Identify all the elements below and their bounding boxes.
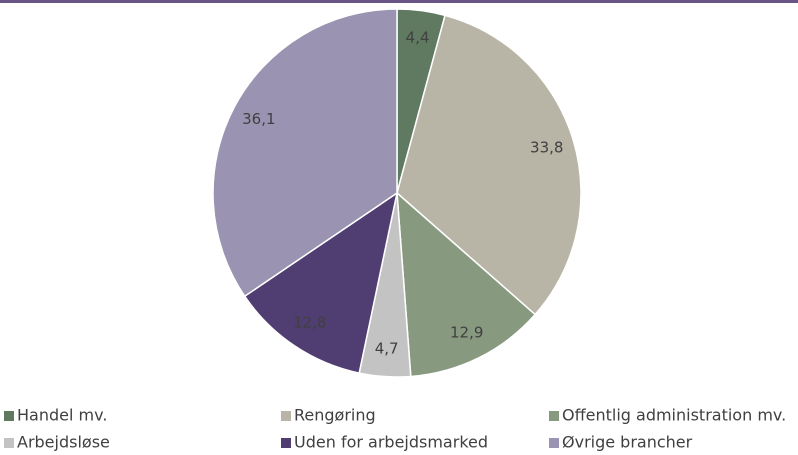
legend-swatch bbox=[4, 411, 14, 421]
legend-swatch bbox=[549, 411, 559, 421]
data-label: 12,9 bbox=[450, 323, 483, 341]
data-label: 33,8 bbox=[530, 138, 563, 156]
data-label: 4,7 bbox=[375, 340, 399, 358]
data-label: 36,1 bbox=[242, 110, 275, 128]
legend-swatch bbox=[281, 411, 291, 421]
legend-swatch bbox=[4, 438, 14, 448]
legend-label: Handel mv. bbox=[17, 406, 107, 425]
top-border bbox=[0, 0, 798, 3]
pie-slice bbox=[243, 191, 399, 374]
legend-swatch bbox=[281, 438, 291, 448]
data-label: 4,4 bbox=[406, 28, 430, 46]
legend-label: Arbejdsløse bbox=[17, 433, 110, 452]
legend-label: Rengøring bbox=[294, 406, 376, 425]
pie-slice bbox=[396, 14, 582, 316]
pie-slice bbox=[396, 191, 537, 378]
pie-slice bbox=[212, 8, 398, 298]
legend-label: Øvrige brancher bbox=[562, 433, 693, 452]
legend-swatch bbox=[549, 438, 559, 448]
data-label: 12,8 bbox=[293, 313, 326, 331]
legend-label: Offentlig administration mv. bbox=[562, 406, 786, 425]
legend-label: Uden for arbejdsmarked bbox=[294, 433, 488, 452]
